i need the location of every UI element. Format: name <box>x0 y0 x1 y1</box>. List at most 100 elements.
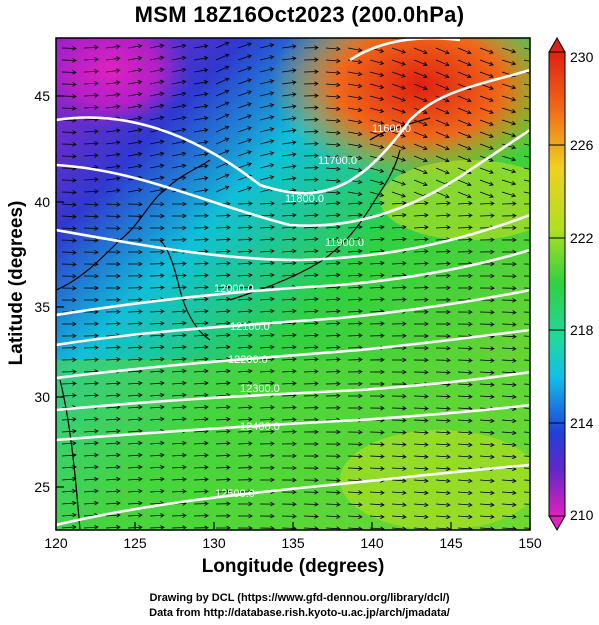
wind-arrow <box>193 176 209 181</box>
wind-arrow <box>171 380 187 386</box>
wind-arrow <box>413 155 428 163</box>
wind-arrow <box>215 284 231 290</box>
wind-arrow <box>259 513 275 519</box>
wind-arrow <box>413 143 428 151</box>
contour-label-11800: 11800.0 <box>285 193 324 205</box>
wind-arrow <box>83 226 99 231</box>
wind-arrow <box>479 370 495 375</box>
wind-arrow <box>523 263 530 265</box>
wind-arrow <box>347 191 363 197</box>
wind-arrow <box>457 237 473 242</box>
wind-arrow <box>413 418 429 423</box>
wind-arrow <box>303 69 319 74</box>
wind-arrow <box>479 201 495 206</box>
footer-credit-data: Data from http://database.rish.kyoto-u.a… <box>149 607 450 619</box>
wind-arrow <box>457 430 473 436</box>
wind-arrow <box>237 237 253 242</box>
wind-arrow <box>435 107 450 115</box>
wind-arrow <box>347 155 363 161</box>
wind-arrow <box>391 321 407 327</box>
wind-arrow <box>83 488 99 494</box>
wind-arrow <box>61 106 77 111</box>
wind-arrow <box>259 501 275 507</box>
wind-arrow <box>83 297 99 303</box>
wind-arrow <box>193 489 209 494</box>
wind-arrow <box>303 117 319 122</box>
wind-arrow <box>149 175 165 181</box>
wind-arrow <box>127 380 143 386</box>
wind-arrow <box>105 214 121 219</box>
wind-arrow <box>83 309 99 315</box>
wind-arrow <box>215 441 231 446</box>
wind-arrow <box>83 57 99 62</box>
wind-arrow <box>259 115 275 121</box>
wind-arrow <box>435 155 450 163</box>
wind-arrow <box>105 92 121 97</box>
wind-arrow <box>149 380 165 386</box>
wind-arrow <box>457 191 472 199</box>
wind-arrow <box>325 381 341 386</box>
wind-arrow <box>347 357 363 362</box>
wind-arrow <box>369 119 385 125</box>
x-tick-label: 130 <box>202 535 226 551</box>
wind-arrow <box>237 501 253 507</box>
wind-arrow <box>215 249 231 254</box>
wind-arrow <box>435 167 450 175</box>
wind-arrow <box>479 47 494 54</box>
wind-arrow <box>215 429 231 434</box>
wind-arrow <box>325 70 341 76</box>
wind-arrow <box>391 200 407 206</box>
wind-arrow <box>523 143 530 146</box>
wind-arrow <box>259 213 275 218</box>
wind-arrow <box>501 131 517 138</box>
wind-arrow <box>193 368 209 374</box>
wind-arrow <box>83 476 99 482</box>
wind-arrow <box>149 163 165 169</box>
wind-arrow <box>259 453 275 459</box>
hokkaido <box>369 117 431 141</box>
wind-arrow <box>171 321 187 326</box>
wind-arrow <box>193 441 209 446</box>
wind-arrow <box>303 514 319 519</box>
wind-arrow <box>457 143 472 151</box>
wind-arrow <box>303 490 319 495</box>
wind-arrow <box>523 335 530 337</box>
wind-arrow <box>149 525 165 530</box>
wind-arrow <box>149 333 165 338</box>
wind-arrow <box>303 45 319 50</box>
wind-arrow <box>523 455 530 457</box>
wind-arrow <box>281 201 297 206</box>
wind-arrow <box>149 404 165 410</box>
wind-arrow <box>281 116 297 121</box>
wind-arrow <box>303 296 319 302</box>
wind-arrow <box>325 46 341 52</box>
wind-arrow <box>171 440 187 446</box>
wind-arrow <box>193 128 209 133</box>
wind-arrow <box>83 524 99 530</box>
wind-arrow <box>457 478 473 484</box>
wind-arrow <box>149 55 165 61</box>
wind-arrow <box>391 261 407 266</box>
wind-arrow <box>259 151 275 157</box>
wind-arrow <box>479 95 494 102</box>
contour-label-11900: 11900.0 <box>325 237 364 249</box>
wind-arrow <box>259 103 275 109</box>
wind-arrow <box>281 514 297 519</box>
wind-arrow <box>149 477 165 482</box>
wind-arrow <box>413 430 429 435</box>
wind-arrow <box>61 345 77 351</box>
wind-arrow <box>259 308 275 314</box>
colorbar-bottom-arrow <box>548 515 566 532</box>
wind-arrow <box>281 260 297 266</box>
wind-arrow <box>215 465 231 470</box>
wind-arrow <box>369 224 385 230</box>
wind-arrow <box>391 237 407 242</box>
wind-arrow <box>369 107 385 113</box>
wind-arrow <box>281 176 297 181</box>
wind-arrow <box>149 452 165 458</box>
wind-arrow <box>325 309 341 314</box>
wind-arrow <box>83 93 99 98</box>
wind-arrow <box>193 453 209 458</box>
wind-arrow <box>281 92 297 97</box>
